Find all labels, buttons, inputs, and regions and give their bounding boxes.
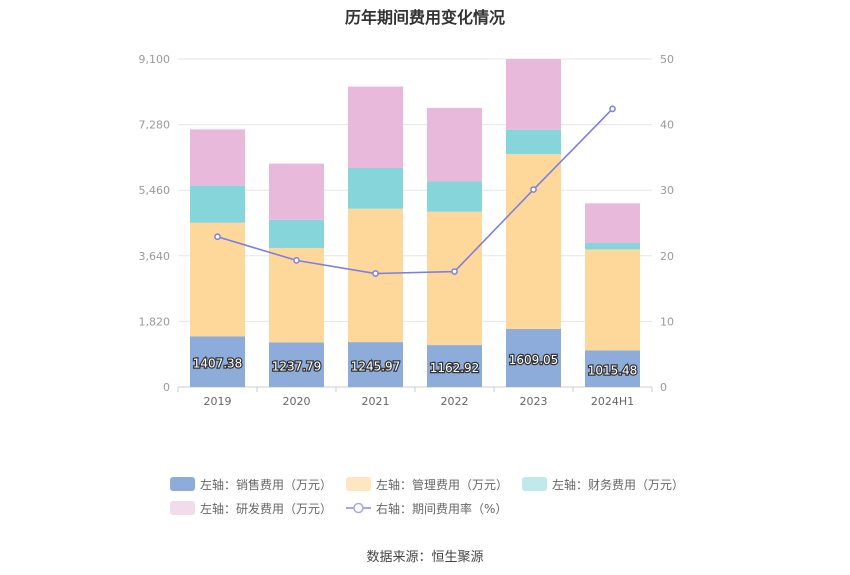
data-label: 1245.97 [351, 360, 401, 374]
legend-label-rate: 右轴：期间费用率（%） [376, 501, 508, 516]
bar-segment-0 [190, 336, 245, 387]
x-axis-tick-label: 2020 [283, 395, 311, 408]
bar-segment-2 [348, 167, 403, 209]
right-axis-tick-label: 50 [660, 53, 674, 66]
bar-segment-0 [585, 350, 640, 387]
legend-item-sales[interactable]: 左轴：销售费用（万元） [170, 476, 332, 493]
legend-label-sales: 左轴：销售费用（万元） [200, 477, 333, 492]
rate-point [372, 270, 379, 277]
bar-segment-3 [348, 86, 403, 168]
left-axis-tick-label: 5,460 [139, 184, 171, 197]
left-axis-tick-label: 0 [163, 381, 170, 394]
legend-label-admin: 左轴：管理费用（万元） [376, 477, 509, 492]
x-axis-tick-label: 2024H1 [591, 395, 634, 408]
bar-segment-3 [427, 107, 482, 182]
right-axis-tick-label: 30 [660, 184, 674, 197]
right-axis-tick-label: 20 [660, 250, 674, 263]
bar-segment-3 [190, 129, 245, 186]
legend-label-finance: 左轴：财务费用（万元） [552, 477, 685, 492]
legend: 左轴：销售费用（万元） 左轴：管理费用（万元） 左轴：财务费用（万元） 左轴：研… [170, 472, 690, 520]
source-note: 数据来源：恒生聚源 [366, 550, 484, 565]
data-label: 1407.38 [193, 357, 243, 371]
x-axis-tick-label: 2023 [520, 395, 548, 408]
legend-swatch-rnd [170, 501, 195, 515]
bar-segment-2 [427, 181, 482, 212]
bar-segment-2 [585, 242, 640, 250]
bar-segment-1 [585, 249, 640, 351]
rate-point [214, 233, 221, 241]
bar-segment-0 [427, 345, 482, 387]
data-label: 1237.79 [272, 360, 322, 374]
bar-segment-2 [269, 219, 324, 248]
legend-item-finance[interactable]: 左轴：财务费用（万元） [522, 476, 684, 493]
data-label: 1162.92 [430, 361, 480, 375]
x-axis-tick-label: 2019 [204, 395, 232, 408]
rate-point [293, 257, 300, 264]
left-axis-tick-label: 7,280 [139, 119, 171, 132]
bar-segment-0 [269, 342, 324, 387]
rate-point [609, 105, 616, 113]
x-axis-tick-label: 2022 [441, 395, 469, 408]
bar-segment-3 [506, 59, 561, 130]
legend-item-admin[interactable]: 左轴：管理费用（万元） [346, 476, 508, 493]
bar-segment-2 [190, 185, 245, 223]
legend-label-rnd: 左轴：研发费用（万元） [200, 501, 333, 516]
right-axis-tick-label: 40 [660, 119, 674, 132]
right-axis-tick-label: 0 [660, 381, 667, 394]
bar-segment-1 [506, 154, 561, 330]
right-axis-tick-label: 10 [660, 315, 674, 328]
rate-point [530, 186, 537, 193]
bar-segment-3 [585, 203, 640, 243]
data-label: 1609.05 [509, 353, 559, 367]
legend-swatch-finance [522, 477, 548, 491]
left-axis-tick-label: 3,640 [139, 250, 171, 263]
stacked-bar-line-chart: 0 0 1,820 10 3,640 20 5,460 30 7,280 40 9,100 50 201… [139, 53, 675, 408]
bar-segment-0 [506, 329, 561, 387]
legend-item-rate[interactable]: 右轴：期间费用率（%） [346, 500, 507, 517]
bar-segment-3 [269, 163, 324, 220]
rate-line [217, 108, 614, 275]
left-axis-tick-label: 1,820 [139, 315, 171, 328]
rate-point [451, 268, 458, 275]
bar-segment-1 [427, 211, 482, 346]
data-label: 1015.48 [588, 364, 638, 378]
x-axis-tick-label: 2021 [362, 395, 390, 408]
legend-swatch-sales [170, 477, 195, 491]
legend-line-icon [346, 501, 372, 515]
legend-item-rnd[interactable]: 左轴：研发费用（万元） [170, 500, 332, 517]
chart-title: 历年期间费用变化情况 [344, 8, 505, 27]
bar-segment-0 [348, 342, 403, 387]
legend-swatch-admin [346, 477, 372, 491]
bar-segment-2 [506, 129, 561, 155]
left-axis-tick-label: 9,100 [139, 53, 171, 66]
